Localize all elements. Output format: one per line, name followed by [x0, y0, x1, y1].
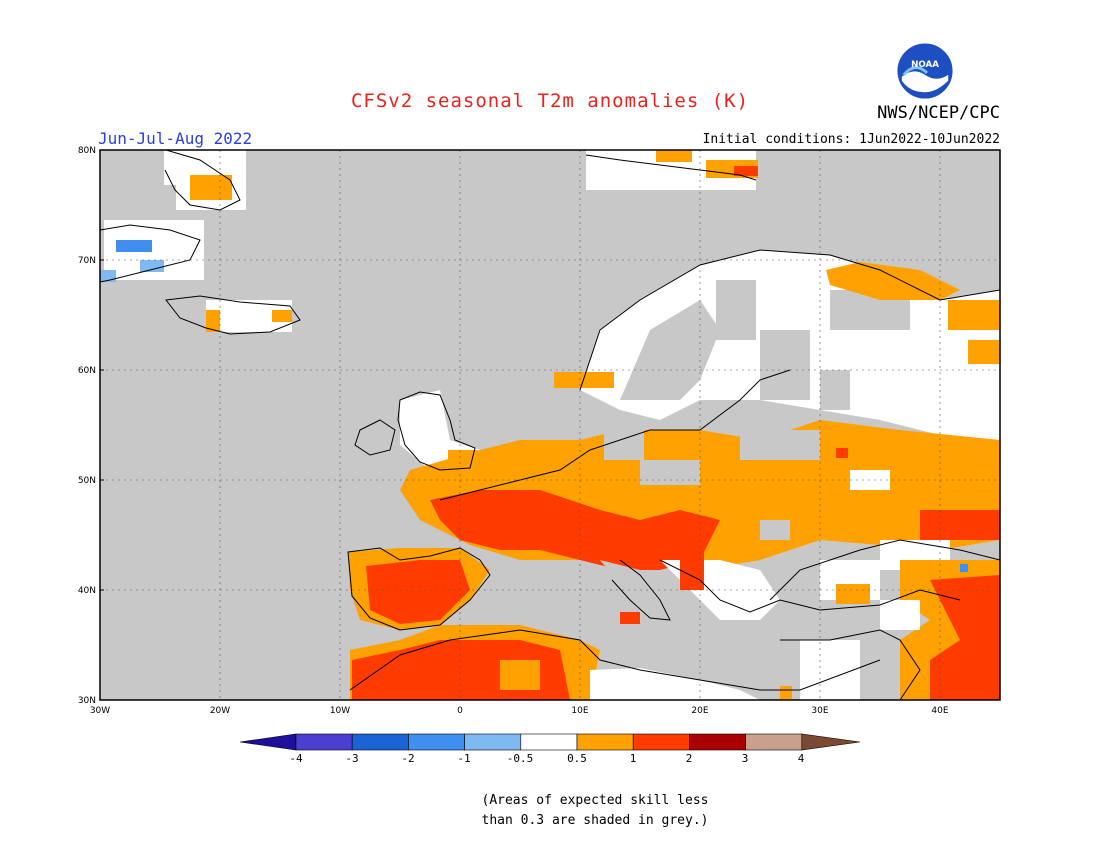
lat-ticks: 30N 40N 50N 60N 70N 80N: [78, 146, 96, 706]
middle-east-region: [880, 560, 1000, 700]
lon-tick-label: 30W: [90, 706, 110, 716]
lat-tick-label: 60N: [78, 366, 96, 376]
lon-tick-label: 0: [457, 706, 463, 716]
initial-conditions: Initial conditions: 1Jun2022-10Jun2022: [702, 132, 1000, 147]
colorbar-swatch: [576, 733, 634, 751]
map-frame: [99, 149, 1001, 701]
skill-note-line2: than 0.3 are shaded in grey.): [481, 813, 709, 828]
greenland-region: [100, 150, 246, 282]
colorbar-label: 2: [685, 752, 693, 765]
colorbar-label: -4: [289, 752, 303, 765]
coastlines: [100, 150, 1000, 700]
colorbar-label: 4: [797, 752, 805, 765]
agency-label: NWS/NCEP/CPC: [877, 103, 1000, 123]
colorbar-arrow-left: [239, 733, 297, 751]
colorbar: [239, 733, 861, 751]
colorbar-swatch: [520, 733, 578, 751]
map-grid: [100, 150, 1000, 700]
colorbar-swatch: [408, 733, 465, 751]
svalbard-region: [586, 150, 758, 190]
colorbar-label: 0.5: [567, 752, 587, 765]
noaa-logo: NOAA: [896, 42, 954, 100]
anomaly-map: 30N 40N 50N 60N 70N 80N 30W 20W 10W 0 10…: [78, 146, 1001, 751]
map-title: CFSv2 seasonal T2m anomalies (K): [350, 90, 750, 112]
colorbar-swatch: [632, 733, 690, 751]
north-africa-region: [350, 625, 860, 700]
colorbar-label: -2: [401, 752, 415, 765]
colorbar-label: 1: [629, 752, 637, 765]
lon-tick-label: 10E: [571, 706, 588, 716]
colorbar-swatch: [295, 733, 353, 751]
forecast-period: Jun-Jul-Aug 2022: [98, 129, 253, 148]
colorbar-label: -0.5: [506, 752, 534, 765]
colorbar-label: -1: [457, 752, 471, 765]
lat-tick-marks: [100, 259, 104, 591]
colorbar-label: 3: [741, 752, 749, 765]
scandinavia-region: [554, 250, 1000, 460]
lon-tick-label: 20W: [210, 706, 230, 716]
lat-tick-label: 70N: [78, 256, 96, 266]
lon-tick-label: 20E: [691, 706, 708, 716]
lat-tick-label: 30N: [78, 696, 96, 706]
logo-text: NOAA: [911, 60, 939, 70]
skill-note-line1: (Areas of expected skill less: [481, 793, 709, 808]
lon-tick-label: 10W: [330, 706, 350, 716]
central-europe-region: [400, 420, 1000, 600]
iberia-region: [348, 548, 490, 630]
colorbar-swatch: [351, 733, 409, 751]
lon-ticks: 30W 20W 10W 0 10E 20E 30E 40E: [90, 706, 949, 716]
lat-tick-label: 80N: [78, 146, 96, 156]
lat-tick-label: 40N: [78, 586, 96, 596]
lat-tick-label: 50N: [78, 476, 96, 486]
lon-tick-label: 30E: [811, 706, 828, 716]
colorbar-arrow-right: [801, 733, 861, 751]
colorbar-swatch: [745, 733, 803, 751]
skill-note: (Areas of expected skill less than 0.3 a…: [0, 791, 1100, 831]
lon-tick-label: 40E: [931, 706, 948, 716]
colorbar-swatch: [464, 733, 522, 751]
ocean-grey-area: [100, 150, 1000, 700]
colorbar-label: -3: [345, 752, 359, 765]
colorbar-swatch: [689, 733, 746, 751]
